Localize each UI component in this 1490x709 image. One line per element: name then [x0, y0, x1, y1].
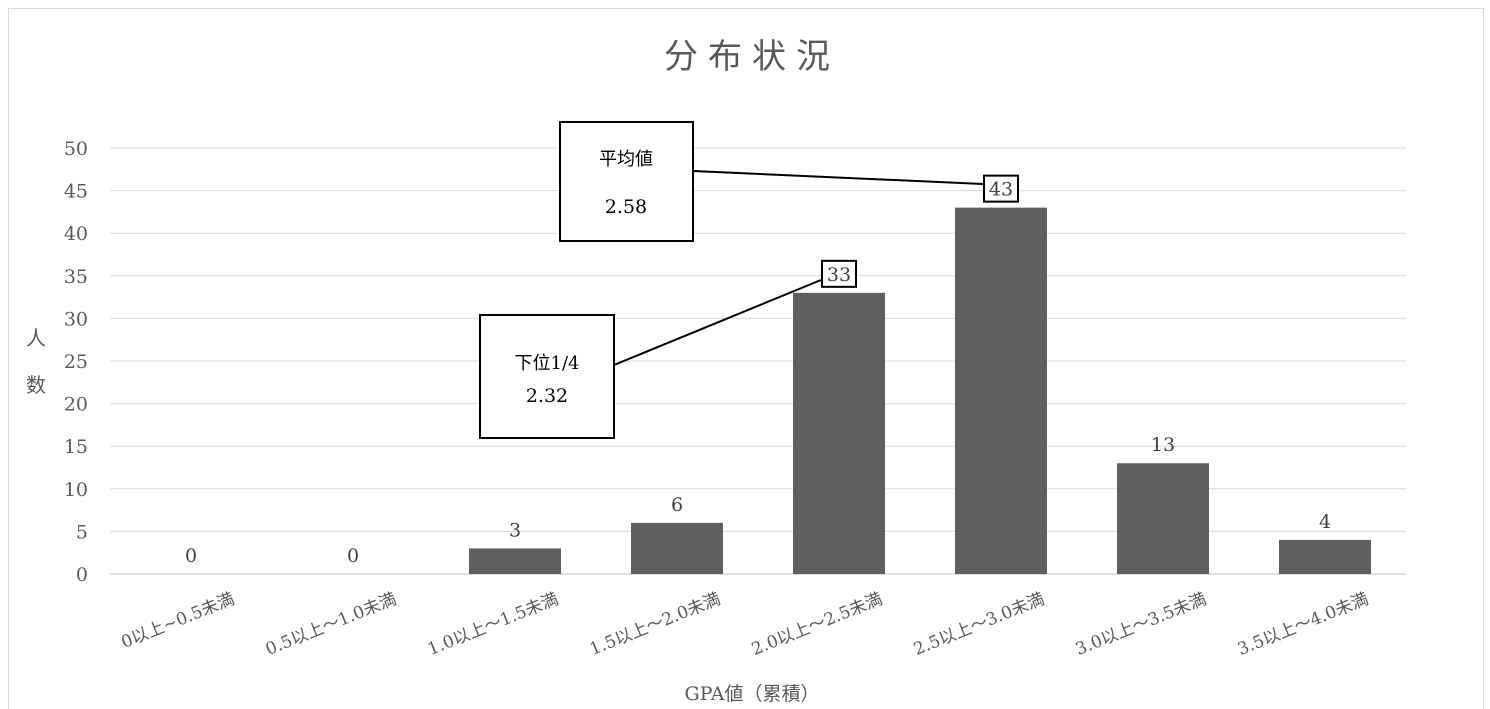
annotation-mean-value: 2.58 — [605, 196, 647, 218]
y-tick-label: 5 — [76, 521, 88, 543]
annotation-lower-quartile-value: 2.32 — [526, 385, 568, 407]
bar-value-label: 6 — [671, 494, 683, 516]
bar — [793, 292, 885, 574]
chart-title: 分布状況 — [664, 37, 840, 77]
y-tick-label: 35 — [64, 266, 88, 288]
annotation-mean-box — [559, 121, 694, 242]
x-tick-label: 0以上~0.5未満 — [119, 589, 238, 653]
bar-value-label: 0 — [185, 545, 197, 567]
annotation-lower-quartile-box — [479, 314, 615, 439]
y-tick-label: 10 — [64, 479, 88, 501]
annotation-mean-leader — [692, 170, 984, 185]
y-axis-ticks: 0 5 10 15 20 25 30 35 40 45 50 — [64, 138, 88, 586]
bar — [1117, 463, 1209, 574]
x-tick-label: 0.5以上～1.0未満 — [263, 589, 399, 660]
y-axis-label: 人 数 — [26, 326, 46, 397]
x-tick-label: 2.5以上～3.0未満 — [911, 589, 1047, 660]
bar-value-label: 0 — [347, 545, 359, 567]
x-tick-label: 2.0以上～2.5未満 — [749, 589, 885, 660]
y-tick-label: 40 — [64, 223, 88, 245]
y-tick-label: 45 — [64, 181, 88, 203]
y-tick-label: 30 — [64, 308, 88, 330]
bar-value-label-box — [821, 259, 857, 288]
y-tick-label: 0 — [76, 564, 88, 586]
y-axis-label-char-1: 人 — [26, 326, 46, 350]
bars — [469, 207, 1371, 574]
y-tick-label: 20 — [64, 394, 88, 416]
annotation-mean: 平均値 2.58 — [559, 121, 984, 242]
bar-value-label: 4 — [1319, 511, 1331, 533]
x-axis-ticks: 0以上~0.5未満 0.5以上～1.0未満 1.0以上～1.5未満 1.5以上～2.0… — [119, 589, 1372, 660]
bar-value-label: 33 — [827, 264, 851, 286]
annotation-lower-quartile: 下位1/4 2.32 — [479, 279, 822, 439]
y-axis-label-char-2: 数 — [26, 373, 46, 397]
bar — [955, 207, 1047, 574]
annotation-lower-quartile-label: 下位1/4 — [515, 353, 580, 374]
y-tick-label: 50 — [64, 138, 88, 160]
y-tick-label: 25 — [64, 351, 88, 373]
x-axis-label: GPA値（累積） — [685, 683, 820, 705]
bar-value-label: 3 — [509, 519, 521, 541]
bar — [469, 548, 561, 574]
gridlines — [110, 147, 1406, 575]
bar-value-label: 43 — [989, 179, 1013, 201]
x-tick-label: 1.0以上～1.5未満 — [425, 589, 561, 660]
x-tick-label: 1.5以上～2.0未満 — [587, 589, 723, 660]
bar-value-label-box — [983, 174, 1019, 203]
bar-value-labels: 0 0 3 6 33 43 13 4 — [185, 174, 1331, 567]
bar-value-label: 13 — [1151, 434, 1175, 456]
y-tick-label: 15 — [64, 436, 88, 458]
bar — [1279, 539, 1371, 574]
annotation-lower-quartile-leader — [613, 279, 822, 366]
chart-frame — [8, 8, 1484, 709]
x-tick-label: 3.0以上～3.5未満 — [1073, 589, 1209, 660]
bar — [631, 522, 723, 574]
x-tick-label: 3.5以上～4.0未満 — [1235, 589, 1371, 660]
annotation-mean-label: 平均値 — [599, 149, 653, 170]
